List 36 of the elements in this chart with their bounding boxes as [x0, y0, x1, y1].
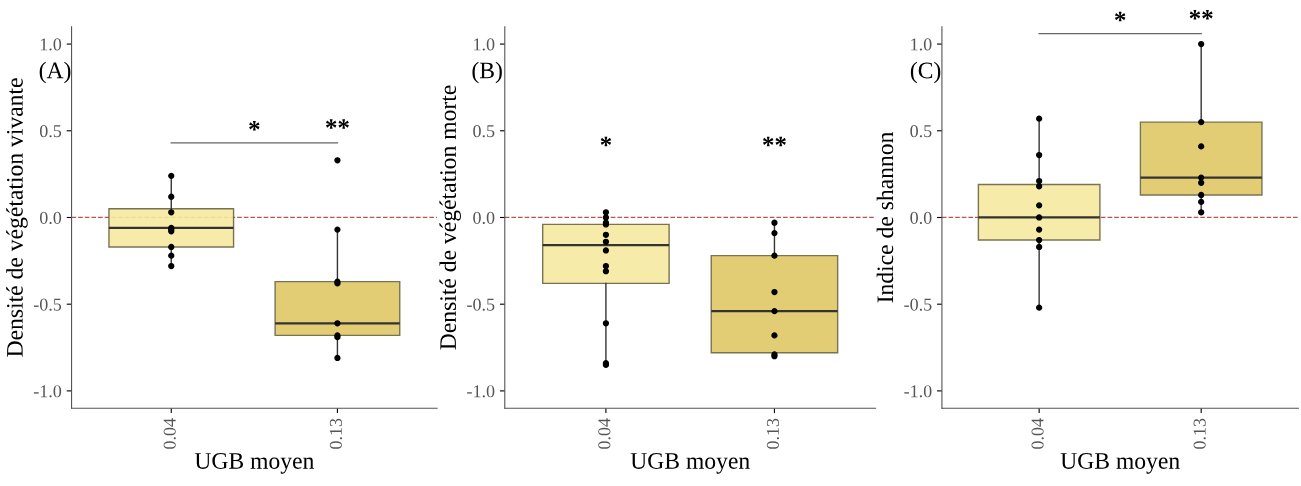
annotation: ** [762, 136, 786, 147]
text: * [1114, 11, 1126, 22]
y-axis-title: Indice de shannon [876, 131, 894, 303]
y-tick-label: -0.5 [467, 298, 495, 311]
y-tick-label: 1.0 [911, 38, 932, 51]
y-tick-label: 0.5 [39, 125, 62, 138]
text: (A) [39, 61, 71, 84]
text: (B) [472, 61, 502, 84]
y-tick-label: 0.0 [473, 211, 495, 225]
annotation: * [600, 136, 612, 147]
x-tick-label: 0.13 [329, 418, 343, 449]
annotation: ** [325, 119, 349, 129]
y-tick-label: -1.0 [33, 385, 62, 398]
y-tick-label: 1.0 [474, 38, 495, 51]
x-tick-label: 0.04 [163, 418, 176, 449]
y-tick-label: -0.5 [904, 298, 932, 311]
x-tick-label: 0.13 [766, 418, 780, 449]
y-tick-label: 0.5 [473, 125, 495, 138]
y-tick-label: -0.5 [33, 298, 62, 311]
annotation: * [249, 121, 260, 131]
x-tick-label: 0.04 [598, 418, 611, 449]
y-axis-title: Densité de végétation morte [439, 85, 461, 350]
y-tick-label: 0.5 [910, 125, 932, 138]
text: ** [1189, 10, 1213, 20]
y-tick-label: 1.0 [40, 38, 62, 51]
x-axis-title: UGB moyen [1060, 453, 1180, 474]
y-tick-label: 0.0 [910, 211, 932, 225]
y-tick-label: 0.0 [39, 211, 62, 225]
x-axis-title: UGB moyen [194, 453, 314, 474]
y-axis-title: Densité de végétation vivante [6, 78, 28, 357]
x-tick-label: 0.13 [1193, 418, 1206, 449]
y-tick-label: -1.0 [904, 385, 932, 398]
x-tick-label: 0.04 [1031, 418, 1044, 449]
text: (C) [910, 61, 941, 84]
y-tick-label: -1.0 [467, 385, 495, 398]
x-axis-title: UGB moyen [630, 453, 750, 474]
